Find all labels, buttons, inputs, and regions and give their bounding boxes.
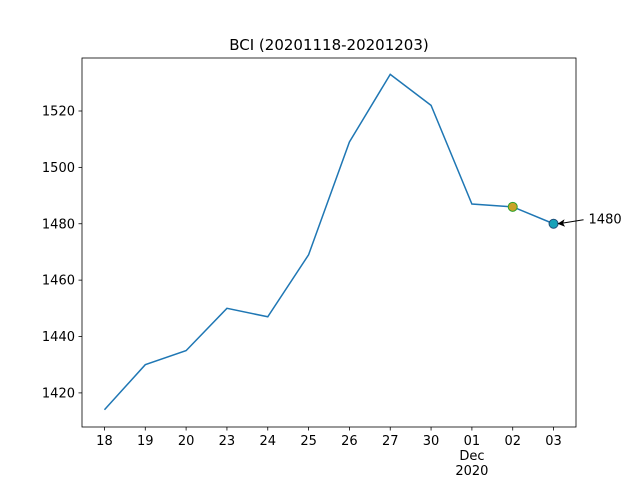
- highlight-point: [507, 201, 518, 212]
- x-tick-label: 18: [96, 434, 113, 449]
- annotation-arrowhead: [557, 219, 566, 227]
- y-tick-label: 1420: [42, 386, 75, 401]
- plot-area: [81, 57, 577, 428]
- x-tick-label: 30: [423, 434, 440, 449]
- y-tick-label: 1460: [42, 274, 75, 289]
- line: [103, 73, 554, 411]
- annotation-label: 1480: [589, 212, 622, 227]
- x-tick-label: 26: [341, 434, 358, 449]
- x-tick-label: 20: [178, 434, 195, 449]
- y-tick-label: 1440: [42, 330, 75, 345]
- highlight-point: [548, 218, 559, 229]
- x-tick-label: 23: [219, 434, 236, 449]
- chart-title: BCI (20201118-20201203): [229, 36, 429, 54]
- y-tick-label: 1500: [42, 161, 75, 176]
- x-tick-label: 27: [382, 434, 399, 449]
- x-tick-label: 03: [545, 434, 562, 449]
- x-tick-label: 02: [504, 434, 521, 449]
- x-tick-label: 24: [259, 434, 276, 449]
- y-tick-label: 1480: [42, 217, 75, 232]
- x-tick-label: 01 Dec 2020: [455, 434, 488, 479]
- y-tick-label: 1520: [42, 104, 75, 119]
- x-tick-label: 25: [300, 434, 317, 449]
- x-tick-label: 19: [137, 434, 154, 449]
